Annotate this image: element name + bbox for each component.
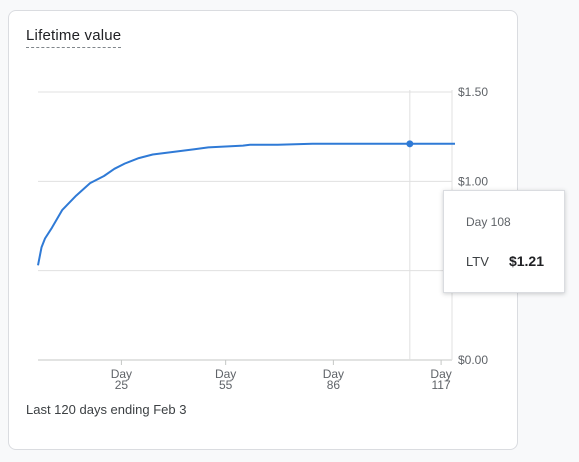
x-tick-label: Day 25: [111, 367, 132, 392]
card-title[interactable]: Lifetime value: [26, 27, 122, 48]
ltv-series-line[interactable]: [37, 142, 455, 266]
lifetime-value-card: [8, 10, 518, 450]
tooltip-metric-value: $1.21: [508, 253, 544, 269]
x-tick-label: Day 86: [323, 367, 344, 392]
tooltip-day: Day 108: [466, 215, 511, 229]
grid-layer: [38, 90, 453, 361]
y-tick-label: $0.00: [458, 353, 488, 367]
hover-point: [406, 140, 414, 148]
x-axis-ticks: Day 25 Day 55 Day 86 Day 117: [111, 360, 452, 392]
date-range-caption: Last 120 days ending Feb 3: [26, 402, 187, 417]
chart-tooltip: Day 108 LTV $1.21: [443, 190, 565, 293]
y-tick-label: $1.50: [458, 85, 488, 99]
tooltip-metric-label: LTV: [466, 254, 489, 269]
y-tick-label: $1.00: [458, 174, 488, 188]
x-tick-label: Day 117: [430, 367, 451, 392]
x-tick-label: Day 55: [215, 367, 236, 392]
